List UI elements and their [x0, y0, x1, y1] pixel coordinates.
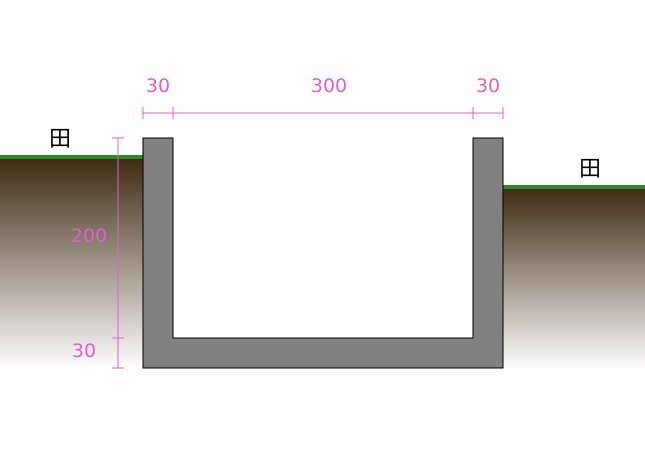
ground-right-soil [503, 188, 645, 370]
dim-label-inner-width: 300 [311, 75, 347, 97]
dim-label-inner-height: 200 [71, 225, 107, 247]
field-label-left: 田 [49, 127, 71, 152]
field-label-right: 田 [579, 157, 601, 182]
dimension-top [142, 107, 504, 119]
dim-label-base-thickness: 30 [72, 340, 96, 362]
dim-label-wall-left: 30 [146, 75, 170, 97]
ground-left-soil [0, 158, 143, 370]
u-channel-concrete [142, 137, 504, 369]
dimension-left [112, 137, 124, 369]
ground-right-grass [503, 185, 645, 189]
dim-label-wall-right: 30 [476, 75, 500, 97]
ground-left-grass [0, 155, 143, 159]
